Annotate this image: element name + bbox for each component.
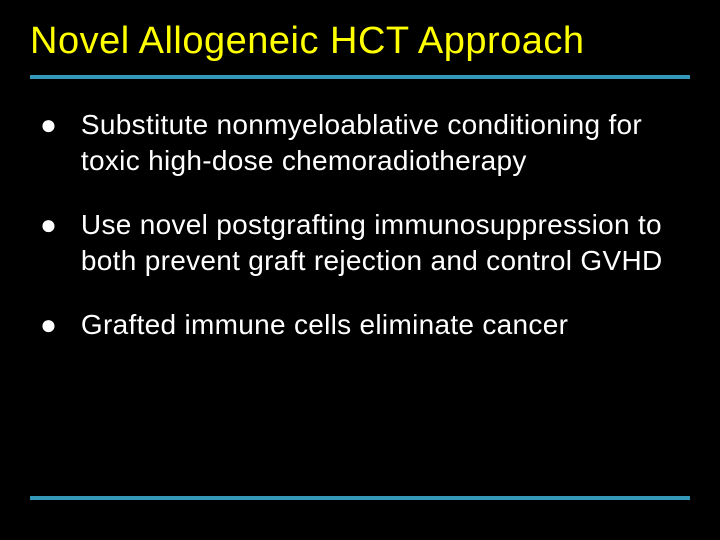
- slide-content: ● Substitute nonmyeloablative conditioni…: [30, 107, 690, 496]
- bullet-text: Grafted immune cells eliminate cancer: [81, 307, 568, 343]
- slide-container: Novel Allogeneic HCT Approach ● Substitu…: [0, 0, 720, 540]
- bullet-item: ● Use novel postgrafting immunosuppressi…: [40, 207, 690, 279]
- bullet-marker-icon: ●: [40, 307, 57, 343]
- bullet-marker-icon: ●: [40, 107, 57, 143]
- top-divider: [30, 75, 690, 79]
- bullet-text: Substitute nonmyeloablative conditioning…: [81, 107, 690, 179]
- bullet-item: ● Grafted immune cells eliminate cancer: [40, 307, 690, 343]
- bullet-text: Use novel postgrafting immunosuppression…: [81, 207, 690, 279]
- bullet-item: ● Substitute nonmyeloablative conditioni…: [40, 107, 690, 179]
- slide-title: Novel Allogeneic HCT Approach: [30, 20, 690, 63]
- bottom-divider: [30, 496, 690, 500]
- bullet-marker-icon: ●: [40, 207, 57, 243]
